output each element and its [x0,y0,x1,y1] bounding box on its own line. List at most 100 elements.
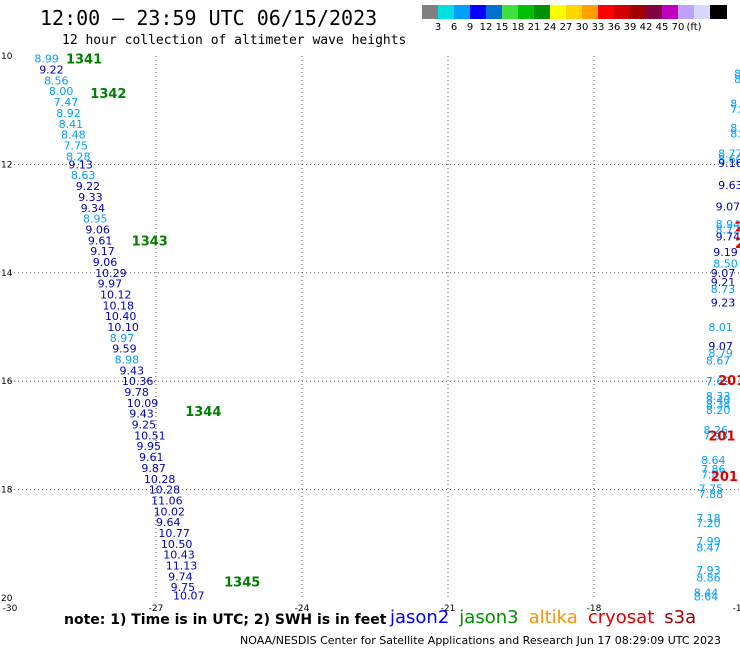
wave-height-value: 9.25 [132,419,157,432]
wave-height-value: 9.16 [718,157,740,170]
wave-height-value: 9.13 [68,158,93,171]
wave-height-value: 8.72 [716,223,740,236]
y-tick-label: 12 [1,160,12,170]
wave-height-value: 9.61 [139,451,164,464]
satellite-legend-jason2: jason2 [390,607,450,628]
wave-height-value: 8.48 [61,129,86,142]
wave-height-value: 8.99 [34,53,59,66]
wave-height-value: 8.77 [718,148,740,161]
wave-height-value: 8.28 [66,150,91,163]
wave-height-value: 10.36 [122,375,154,388]
track-label-edge: 201 [708,429,735,444]
wave-height-value: 9.07 [711,267,736,280]
wave-height-value: 10.12 [100,288,131,301]
wave-height-value: 9.61 [88,234,113,247]
color-scale-swatch [598,5,615,19]
wave-height-value: 7.88 [699,488,724,501]
wave-height-value: 10.77 [158,527,190,540]
wave-height-value: 10.10 [107,321,139,334]
wave-height-value: 9.21 [711,276,736,289]
color-scale-swatch [646,5,663,19]
x-tick-label: -24 [295,604,310,614]
color-scale-label: 42 [639,22,653,33]
track-label: 1343 [132,234,168,249]
color-scale-swatch [614,5,631,19]
color-scale-swatch [550,5,567,19]
color-scale-label: 9 [466,22,474,33]
wave-height-value: 8.58 [734,73,740,86]
wave-height-value: 10.28 [144,473,176,486]
color-scale-label: 24 [543,22,557,33]
wave-height-value: 8.64 [694,590,719,603]
x-tick-label: -30 [3,604,18,614]
wave-height-value: 11.13 [166,559,198,572]
color-scale-swatch [518,5,535,19]
wave-height-value: 9.74 [716,230,740,243]
y-tick-label: 10 [1,52,13,62]
wave-height-value: 7.20 [696,517,721,530]
wave-height-value: 8.47 [696,542,721,555]
wave-height-value: 8.60 [718,153,740,166]
color-scale-label: 12 [479,22,493,33]
wave-height-value: 9.22 [39,64,64,77]
wave-height-value: 7.89 [730,103,740,116]
color-scale-label: 70 [671,22,685,33]
wave-height-value: 8.26 [704,424,729,437]
wave-height-value: 10.29 [95,267,127,280]
footer-credit: NOAA/NESDIS Center for Satellite Applica… [240,634,722,647]
satellite-legend-cryosat: cryosat [587,607,655,628]
wave-height-value: 9.95 [137,440,162,453]
wave-height-value: 9.75 [171,581,196,594]
wave-height-value: 8.95 [83,213,108,226]
wave-height-value: 9.22 [76,180,101,193]
track-label: 1345 [224,576,260,591]
color-scale-swatch [486,5,503,19]
wave-height-value: 8.45 [734,67,740,80]
wave-height-value: 8.94 [716,218,740,231]
track-label: 1342 [90,87,126,102]
color-scale-swatch [582,5,599,19]
wave-height-value: 8.67 [706,355,731,368]
wave-height-value: 9.07 [716,201,740,214]
wave-height-value: 10.43 [163,549,195,562]
y-tick-label: 20 [1,594,13,604]
y-tick-label: 16 [1,377,13,387]
color-scale-label: 27 [559,22,573,33]
wave-height-value: 10.18 [102,299,134,312]
track-label: 1341 [66,53,102,68]
color-scale-swatch [422,5,439,19]
wave-height-value: 8.33 [706,390,731,403]
wave-height-value: 7.69 [706,375,731,388]
wave-height-value: 8.98 [730,98,740,111]
wave-height-value: 10.28 [149,484,181,497]
wave-height-value: 7.99 [696,535,721,548]
wave-height-value: 8.98 [115,354,140,367]
wave-height-value: 9.17 [90,245,115,258]
color-scale-label: (ft) [686,22,702,33]
color-scale-swatch [454,5,471,19]
wave-height-value: 7.47 [54,96,79,109]
wave-height-value: 9.33 [78,191,103,204]
track-label-edge: 2 [735,237,740,252]
wave-height-value: 8.44 [694,587,719,600]
wave-height-value: 8.97 [110,332,134,345]
wave-height-value: 9.87 [141,462,166,475]
satellite-legend-altika: altika [528,607,578,628]
color-scale-swatch [566,5,583,19]
wave-height-value: 8.00 [49,85,74,98]
color-scale-label: 30 [575,22,589,33]
wave-height-value: 9.07 [708,340,733,353]
color-scale-label: 21 [527,22,541,33]
wave-height-value: 8.79 [708,347,733,360]
x-tick-label: -15 [733,604,740,614]
color-scale-swatch [678,5,695,19]
wave-height-value: 9.74 [168,570,193,583]
color-scale-label: 15 [495,22,509,33]
track-label-edge: 2 [735,221,740,236]
color-scale-swatch [438,5,455,19]
x-tick-label: -27 [149,604,164,614]
wave-height-value: 9.43 [129,408,154,421]
wave-height-value: 9.78 [124,386,149,399]
wave-height-value: 9.06 [85,223,110,236]
wave-height-value: 9.97 [98,278,123,291]
